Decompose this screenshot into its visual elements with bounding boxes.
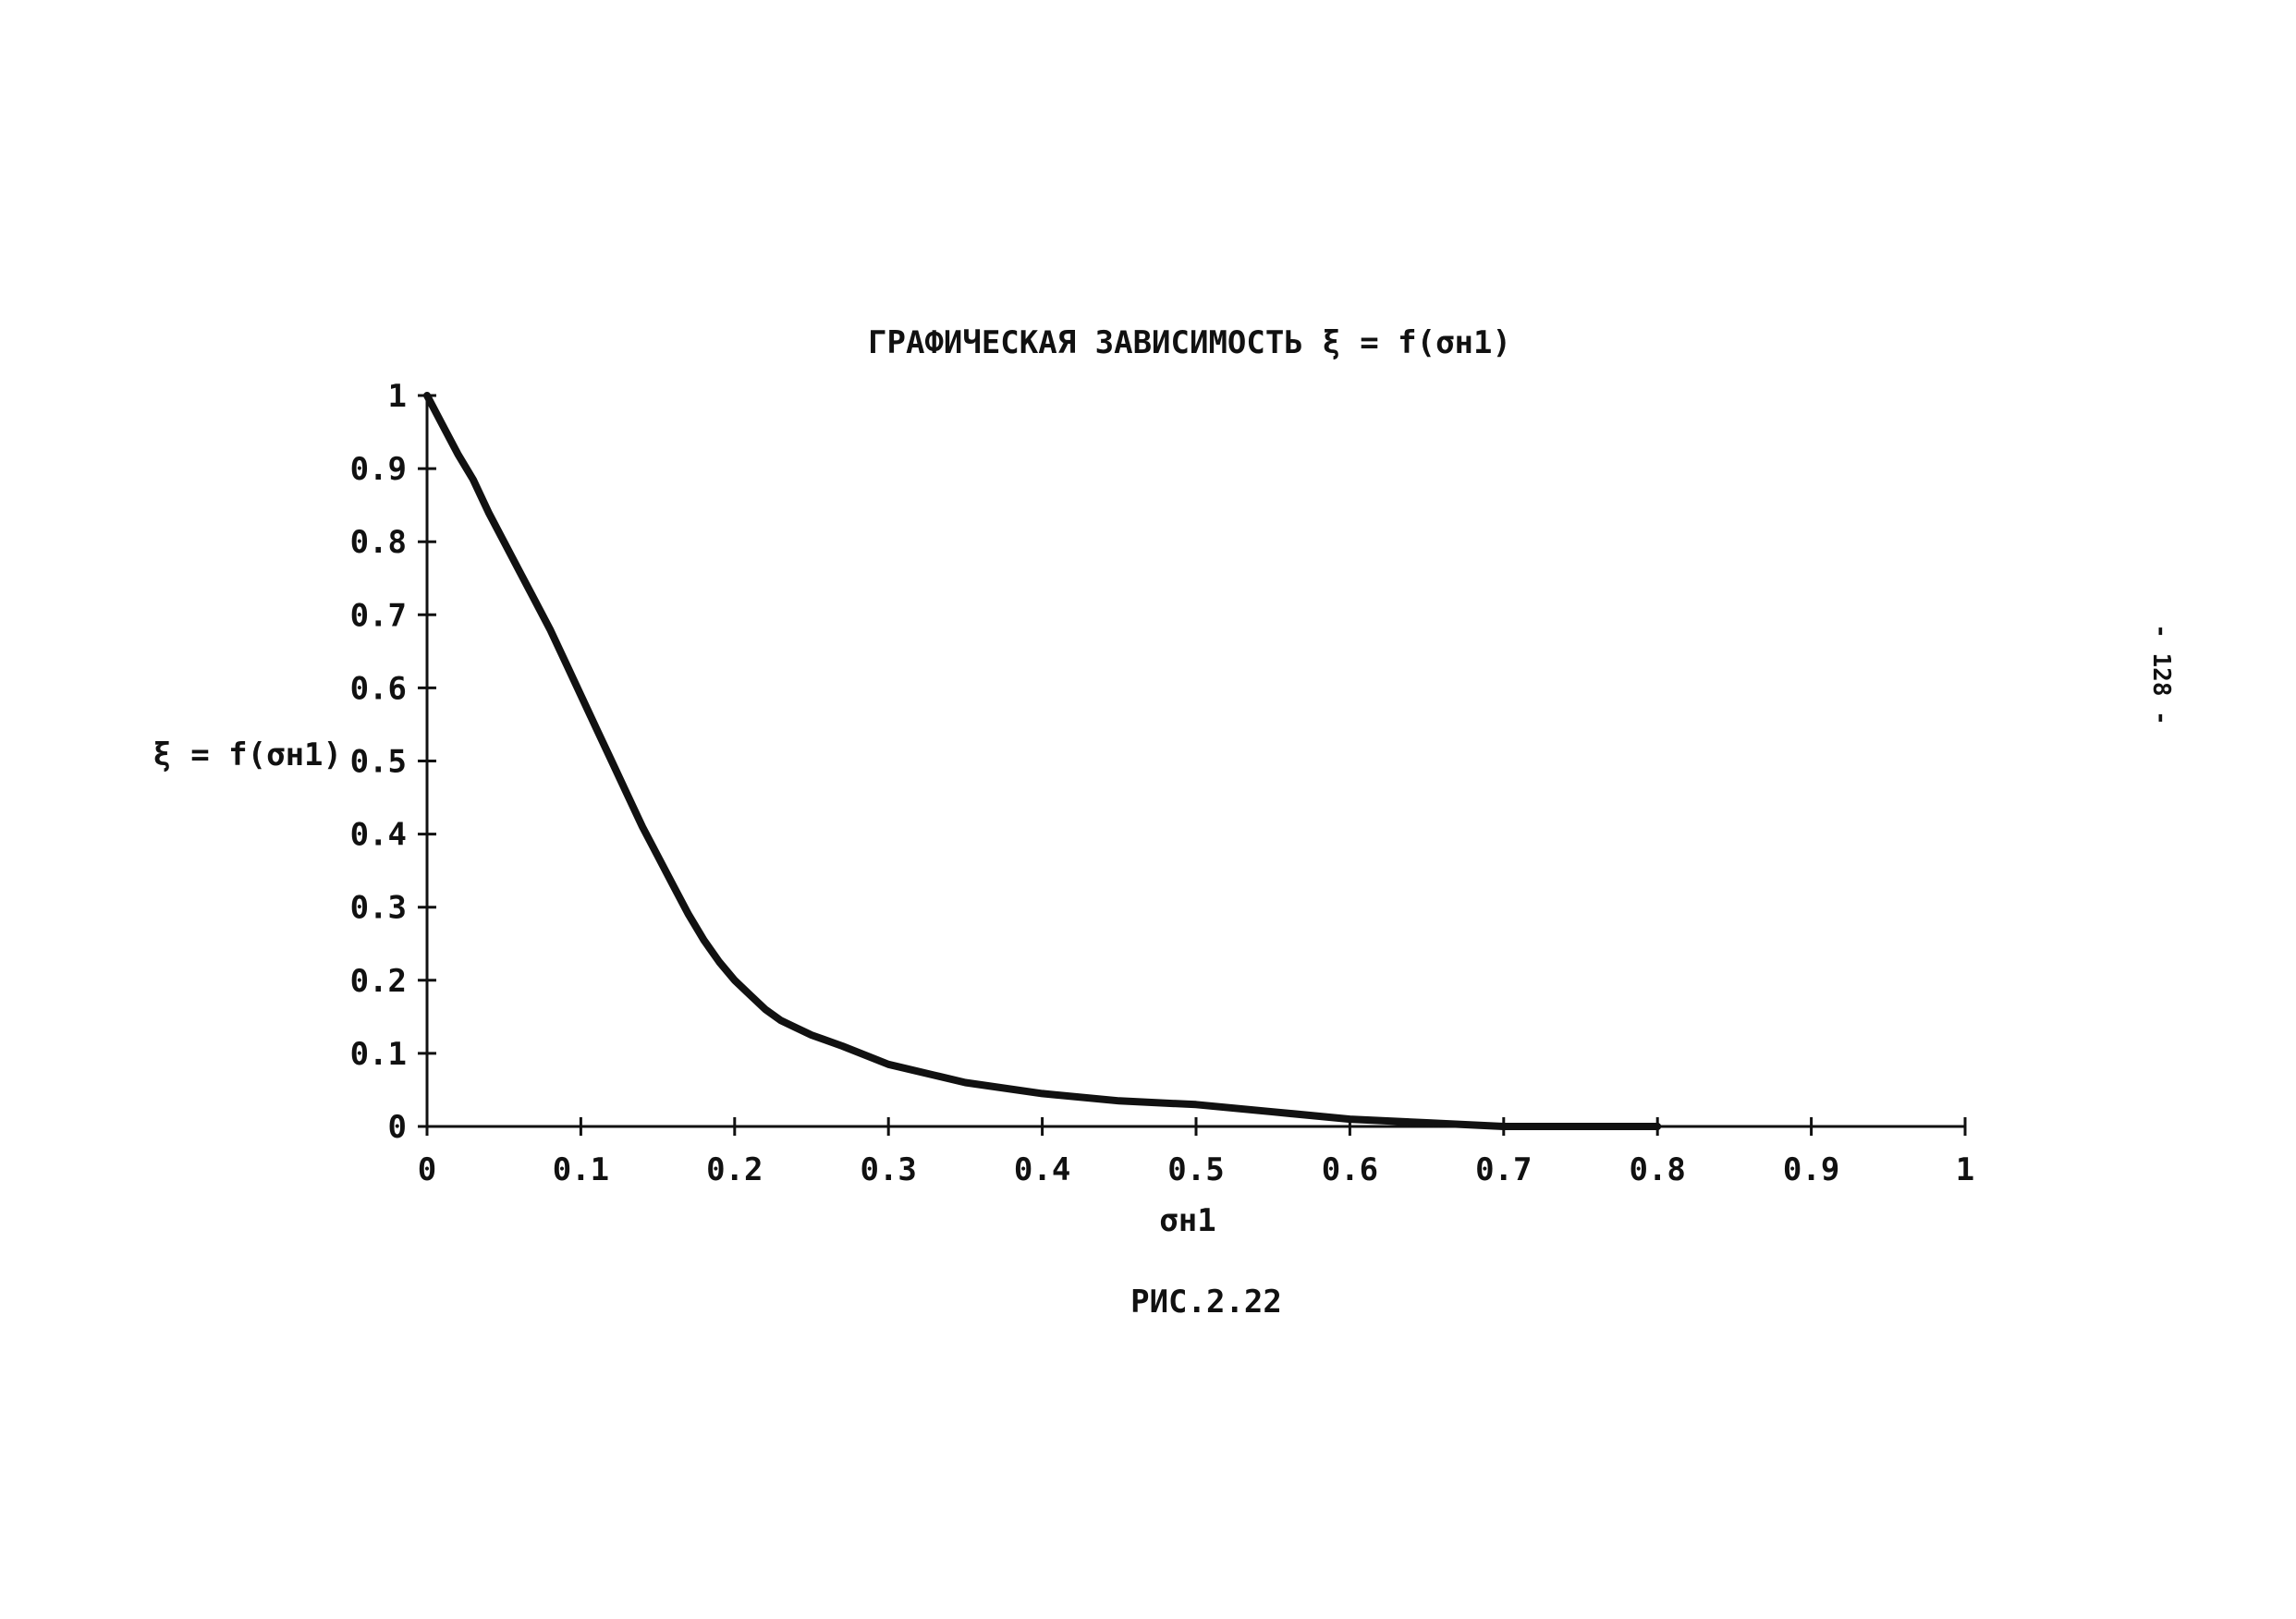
x-tick-label: 0.3 — [860, 1151, 916, 1188]
y-tick-label: 0.5 — [350, 744, 407, 781]
figure-caption: РИС.2.22 — [1130, 1284, 1282, 1321]
y-tick-label: 1 — [388, 378, 407, 415]
y-tick-label: 0 — [388, 1109, 407, 1146]
y-tick-label: 0.2 — [350, 963, 407, 1000]
y-tick-label: 0.8 — [350, 524, 407, 561]
y-tick-label: 0.7 — [350, 597, 407, 634]
chart-title: ГРАФИЧЕСКАЯ ЗАВИСИМОСТЬ ξ = f(σн1) — [868, 324, 1511, 361]
x-tick-label: 0.5 — [1167, 1151, 1224, 1188]
y-ticks: 0 0.1 0.2 0.3 0.4 0.5 0.6 0.7 0.8 0.9 1 — [350, 378, 436, 1146]
page-number: - 128 - — [2147, 624, 2175, 725]
x-axis-label: σн1 — [1159, 1202, 1215, 1239]
y-tick-label: 0.9 — [350, 451, 407, 488]
x-tick-label: 0.7 — [1475, 1151, 1532, 1188]
x-tick-label: 0.6 — [1322, 1151, 1378, 1188]
y-axis-label-group: ξ = f(σн1) — [153, 736, 342, 773]
x-tick-label: 0.2 — [706, 1151, 763, 1188]
x-tick-label: 0.1 — [553, 1151, 609, 1188]
y-axis-label: ξ = f(σн1) — [153, 736, 342, 773]
y-tick-label: 0.1 — [350, 1036, 407, 1073]
x-ticks: 0 0.1 0.2 0.3 0.4 0.5 0.6 0.7 0.8 0.9 1 — [418, 1117, 1974, 1188]
x-tick-label: 0.8 — [1629, 1151, 1685, 1188]
y-tick-label: 0.3 — [350, 890, 407, 927]
series-line — [423, 392, 1662, 1130]
x-tick-label: 1 — [1956, 1151, 1974, 1188]
y-tick-label: 0.6 — [350, 670, 407, 707]
plot-lines — [423, 392, 1662, 1130]
x-tick-label: 0.9 — [1783, 1151, 1839, 1188]
y-tick-label: 0.4 — [350, 817, 407, 854]
x-tick-label: 0.4 — [1014, 1151, 1070, 1188]
x-tick-label: 0 — [418, 1151, 436, 1188]
axes — [425, 396, 1965, 1128]
